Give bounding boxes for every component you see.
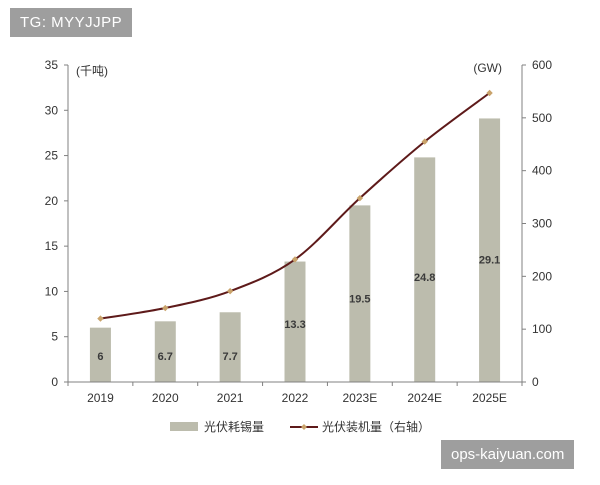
x-tick-label: 2019 [87, 391, 114, 405]
bar-data-label: 6 [97, 351, 103, 363]
x-tick-label: 2022 [282, 391, 309, 405]
bar-2020 [154, 321, 176, 382]
bar-data-labels: 6 6.7 7.7 13.3 19.5 24.8 29.1 [97, 254, 500, 363]
right-tick-label: 200 [532, 269, 552, 283]
line-point-2024E [421, 138, 428, 145]
bar-2024E [414, 157, 436, 382]
bar-data-label: 7.7 [222, 351, 237, 363]
left-tick-label: 25 [45, 149, 59, 163]
line-point-2019 [97, 315, 104, 322]
watermark-bottom: ops-kaiyuan.com [441, 440, 575, 469]
line-point-2023E [356, 194, 364, 202]
x-tick-label: 2024E [407, 391, 442, 405]
right-tick-label: 400 [532, 164, 552, 178]
left-tick-label: 35 [45, 58, 59, 72]
left-tick-label: 20 [45, 194, 59, 208]
left-tick-label: 30 [45, 103, 59, 117]
legend-bar-swatch [170, 422, 198, 431]
bar-2023E [349, 205, 371, 382]
right-tick-label: 0 [532, 375, 539, 389]
line-series [97, 89, 493, 322]
left-tick-label: 15 [45, 239, 59, 253]
bar-data-label: 29.1 [479, 254, 500, 266]
watermark-top: TG: MYYJJPP [10, 8, 133, 37]
bar-2021 [219, 312, 241, 382]
legend-line-label: 光伏装机量（右轴） [322, 419, 430, 434]
line-point-2021 [226, 287, 234, 295]
bar-2019 [89, 327, 111, 382]
bar-data-label: 13.3 [284, 319, 305, 331]
line-point-2022 [291, 256, 299, 263]
legend-line-marker [301, 424, 307, 430]
right-tick-label: 300 [532, 217, 552, 231]
x-tick-label: 2020 [152, 391, 179, 405]
x-tick-label: 2021 [217, 391, 244, 405]
bar-data-label: 19.5 [349, 294, 370, 306]
bar-data-label: 6.7 [158, 351, 173, 363]
left-tick-label: 10 [45, 284, 59, 298]
left-tick-label: 0 [51, 375, 58, 389]
right-tick-label: 500 [532, 111, 552, 125]
line-point-2025E [486, 89, 493, 97]
line-point-2020 [162, 304, 169, 312]
x-tick-label: 2023E [343, 391, 378, 405]
right-tick-label: 600 [532, 58, 552, 72]
axes: 0 5 10 15 20 25 30 35 0 100 200 300 400 500 600 2019 202… [45, 58, 553, 405]
bar-series [89, 118, 501, 383]
right-tick-label: 100 [532, 322, 552, 336]
bar-data-label: 24.8 [414, 272, 435, 284]
legend-bar-label: 光伏耗锡量 [204, 419, 264, 434]
bar-2025E [479, 118, 501, 383]
legend: 光伏耗锡量 光伏装机量（右轴） [170, 419, 430, 434]
left-axis-unit: (千吨) [76, 64, 108, 78]
right-axis-unit: (GW) [473, 61, 502, 75]
left-tick-label: 5 [51, 330, 58, 344]
bar-2022 [284, 261, 306, 382]
x-tick-label: 2025E [472, 391, 507, 405]
